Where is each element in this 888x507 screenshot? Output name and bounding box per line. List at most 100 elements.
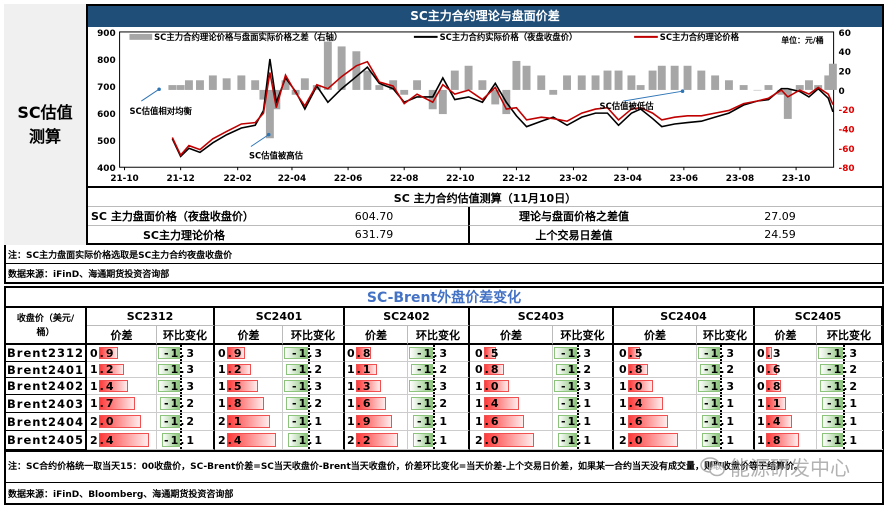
diff-bar [491, 89, 500, 105]
change-bar [288, 433, 308, 447]
spread-subheader: 价差 [470, 326, 553, 345]
spread-value: 2.0 [475, 433, 501, 447]
zero-axis [577, 431, 579, 449]
zero-axis [720, 345, 722, 361]
change-cell: -1.3 [553, 345, 614, 362]
change-bar [413, 415, 433, 428]
zero-axis [308, 362, 310, 377]
spread-bar [227, 364, 251, 375]
change-cell: -1.2 [157, 413, 215, 431]
change-value: -1.3 [704, 346, 737, 360]
change-bar [822, 415, 843, 428]
change-cell: -1.3 [157, 378, 215, 395]
spread-bar [227, 415, 270, 428]
spread-value: 0.8 [475, 363, 501, 376]
change-value: -1.3 [417, 379, 450, 393]
zero-axis [843, 362, 845, 377]
change-value: -1.1 [417, 415, 450, 428]
spread-bar [766, 415, 792, 428]
valuation-source: 数据来源：iFinD、海通期货投资咨询部 [8, 269, 170, 280]
diff-bar [222, 78, 231, 90]
spread-cell: 1.8 [755, 431, 817, 450]
change-bar [286, 397, 308, 410]
left-tick-label: 500 [97, 137, 116, 147]
change-bar [409, 347, 433, 359]
spread-bar [99, 347, 118, 359]
change-value: -1.2 [164, 415, 197, 428]
spread-value: 0.5 [475, 346, 501, 360]
spread-bar [227, 347, 245, 359]
right-tick-label: 0 [839, 87, 845, 97]
spread-value: 0.5 [619, 346, 645, 360]
change-bar [558, 397, 577, 410]
diff-bar [352, 51, 361, 90]
right-tick-label: 60 [839, 29, 851, 39]
change-value: -1.2 [561, 363, 594, 376]
change-value: -1.3 [292, 379, 325, 393]
change-value: -1.1 [827, 433, 860, 447]
zero-axis [577, 378, 579, 394]
change-bar [702, 433, 720, 447]
x-tick-label: 23-06 [670, 174, 698, 184]
spread-bar [227, 397, 264, 410]
chart-title: SC主力合约理论与盘面价差 [88, 6, 882, 27]
spread-bar [484, 397, 519, 410]
change-value: -1.3 [164, 379, 197, 393]
spread-cell: 1.7 [87, 395, 157, 413]
spread-value: 0.8 [347, 346, 373, 360]
futures-price-value: 604.70 [280, 207, 468, 226]
change-cell: -1.2 [408, 362, 470, 378]
diff-bar [697, 70, 706, 90]
x-tick-label: 22-10 [446, 174, 474, 184]
spread-bar [356, 397, 386, 410]
spread-cell: 0.5 [614, 345, 697, 362]
spread-bar [628, 380, 653, 392]
spread-cell: 1.4 [614, 395, 697, 413]
change-bar [820, 364, 843, 375]
change-value: -1.1 [292, 433, 325, 447]
change-bar [158, 380, 180, 392]
spread-bar [484, 347, 496, 359]
diff-bar [438, 89, 447, 115]
spread-value: 2.2 [347, 433, 373, 447]
spread-subheader: 价差 [215, 326, 283, 345]
change-value: -1.1 [561, 433, 594, 447]
x-tick-label: 21-12 [166, 174, 194, 184]
left-tick-label: 600 [97, 110, 116, 120]
spread-bar [628, 397, 663, 410]
spread-cell: 2.4 [215, 431, 283, 450]
change-bar [822, 397, 843, 410]
zero-axis [308, 413, 310, 430]
diff-bar [176, 85, 185, 90]
spread-value: 2.1 [218, 415, 244, 428]
spread-cell: 2.1 [215, 413, 283, 431]
diff-bar [375, 85, 384, 90]
change-cell: -1.1 [553, 413, 614, 431]
watermark: 能源研发中心 [700, 452, 850, 481]
spread-cell: 1.0 [614, 378, 697, 395]
spread-value: 2.4 [218, 433, 244, 447]
change-value: -1.2 [164, 397, 197, 410]
spread-cell: 0.8 [345, 345, 408, 362]
diff-bar [259, 89, 268, 100]
spread-cell: 1.6 [345, 395, 408, 413]
change-cell: -1.1 [697, 431, 755, 450]
change-subheader: 环比变化 [697, 326, 755, 345]
right-tick-label: -20 [839, 106, 855, 116]
spread-value: 0.9 [218, 346, 244, 360]
change-cell: -1.3 [408, 345, 470, 362]
spread-cell: 0.9 [215, 345, 283, 362]
zero-axis [308, 345, 310, 361]
spread-value: 1.4 [475, 397, 501, 410]
spread-cell: 1.9 [345, 413, 408, 431]
change-bar [820, 380, 843, 392]
change-bar [558, 415, 577, 428]
zero-axis [180, 431, 182, 449]
zero-axis [308, 378, 310, 394]
diff-bar [783, 89, 792, 119]
spread-cell: 0.8 [614, 362, 697, 378]
diff-bar [208, 75, 217, 90]
change-bar [284, 347, 308, 359]
change-cell: -1.1 [553, 431, 614, 450]
change-cell: -1.3 [157, 345, 215, 362]
